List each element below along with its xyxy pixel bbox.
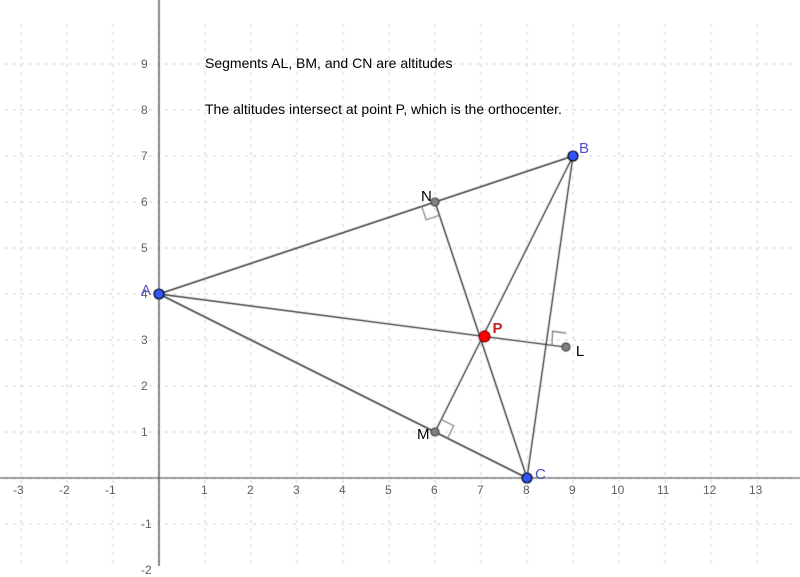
geometry-canvas bbox=[0, 0, 800, 566]
